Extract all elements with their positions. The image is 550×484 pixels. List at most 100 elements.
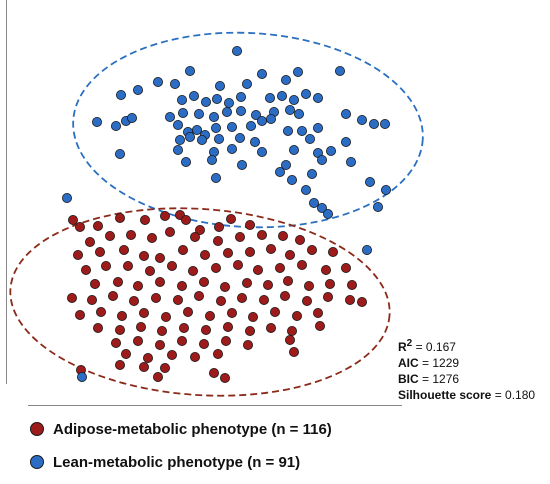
adipose-data-point: [115, 359, 126, 370]
lean-data-point: [308, 197, 319, 208]
adipose-data-point: [194, 224, 205, 235]
adipose-data-point: [178, 322, 189, 333]
adipose-data-point: [138, 250, 149, 261]
lean-data-point: [322, 208, 333, 219]
adipose-data-point: [236, 292, 247, 303]
adipose-data-point: [286, 325, 297, 336]
cluster-ellipses: [9, 31, 424, 397]
stat-aic-value: 1229: [432, 356, 460, 370]
adipose-data-point: [180, 214, 191, 225]
adipose-data-point: [256, 229, 267, 240]
adipose-data-point: [68, 214, 79, 225]
stat-r2-value: 0.167: [425, 340, 456, 354]
stat-r2-eq: =: [412, 340, 426, 354]
adipose-data-point: [327, 246, 338, 257]
adipose-data-point: [340, 262, 351, 273]
lean-data-point: [356, 115, 367, 126]
adipose-data-point: [247, 311, 258, 322]
lean-data-point: [210, 123, 221, 134]
adipose-data-point: [193, 290, 204, 301]
adipose-data-point: [222, 321, 233, 332]
adipose-data-point: [166, 260, 177, 271]
lean-data-point: [372, 201, 383, 212]
lean-data-point: [116, 90, 127, 101]
lean-data-point: [115, 148, 126, 159]
adipose-data-point: [75, 309, 86, 320]
adipose-data-point: [204, 310, 215, 321]
lean-data-point: [77, 371, 88, 382]
adipose-data-point: [208, 367, 219, 378]
adipose-data-point: [123, 260, 134, 271]
adipose-data-point: [324, 278, 335, 289]
lean-data-point: [306, 168, 317, 179]
stat-r2: R2 = 0.167: [398, 336, 535, 355]
adipose-data-point: [150, 292, 161, 303]
lean-data-point: [196, 134, 207, 145]
adipose-data-point: [288, 346, 299, 357]
lean-data-point: [282, 126, 293, 137]
lean-data-point: [206, 154, 217, 165]
stat-r2-sup: 2: [406, 338, 413, 349]
lean-data-point: [312, 93, 323, 104]
adipose-data-point: [222, 247, 233, 258]
lean-data-point: [293, 109, 304, 120]
adipose-data-point: [213, 221, 224, 232]
adipose-data-point: [154, 339, 165, 350]
stat-silhouette-eq: =: [491, 388, 506, 402]
lean-data-point: [231, 46, 242, 57]
lean-data-point: [223, 98, 234, 109]
adipose-data-point: [93, 220, 104, 231]
lean-data-point: [264, 93, 275, 104]
adipose-data-point: [87, 294, 98, 305]
lean-data-point: [286, 174, 297, 185]
lean-data-point: [188, 91, 199, 102]
adipose-data-point: [212, 348, 223, 359]
lean-data-point: [111, 121, 122, 132]
adipose-data-point: [220, 335, 231, 346]
adipose-data-point: [93, 322, 104, 333]
adipose-data-point: [344, 294, 355, 305]
adipose-data-point: [274, 262, 285, 273]
adipose-data-point: [121, 348, 132, 359]
adipose-data-point: [232, 259, 243, 270]
adipose-data-point: [73, 249, 84, 260]
stat-bic-key: BIC: [398, 372, 419, 386]
lean-data-point: [345, 156, 356, 167]
lean-data-point: [256, 146, 267, 157]
lean-data-point: [280, 75, 291, 86]
lean-data-point: [177, 108, 188, 119]
lean-data-point: [200, 97, 211, 108]
adipose-data-point: [176, 280, 187, 291]
adipose-data-point: [132, 335, 143, 346]
lean-data-point: [176, 95, 187, 106]
adipose-data-point: [262, 279, 273, 290]
adipose-data-point: [303, 280, 314, 291]
adipose-data-point: [115, 324, 126, 335]
lean-data-point: [174, 134, 185, 145]
lean-data-point: [62, 192, 73, 203]
adipose-data-point: [296, 259, 307, 270]
lean-data-point: [226, 143, 237, 154]
lean-data-point: [234, 132, 245, 143]
lean-data-point: [379, 119, 390, 130]
lean-data-point: [211, 94, 222, 105]
adipose-data-point: [265, 243, 276, 254]
lean-data-point: [235, 92, 246, 103]
adipose-data-point: [176, 335, 187, 346]
adipose-data-point: [284, 334, 295, 345]
lean-data-point: [250, 110, 261, 121]
adipose-data-point: [164, 226, 175, 237]
lean-data-point: [340, 109, 351, 120]
adipose-data-point: [198, 338, 209, 349]
adipose-data-point: [346, 279, 357, 290]
legend-item-lean: Lean-metabolic phenotype (n = 91): [30, 451, 332, 473]
adipose-data-point: [105, 230, 116, 241]
lean-data-point: [288, 95, 299, 106]
adipose-data-point: [144, 265, 155, 276]
lean-data-point: [300, 89, 311, 100]
lean-data-point: [256, 69, 267, 80]
lean-data-point: [312, 123, 323, 134]
lean-data-point: [361, 244, 372, 255]
lean-data-point: [221, 107, 232, 118]
adipose-data-point: [128, 295, 139, 306]
